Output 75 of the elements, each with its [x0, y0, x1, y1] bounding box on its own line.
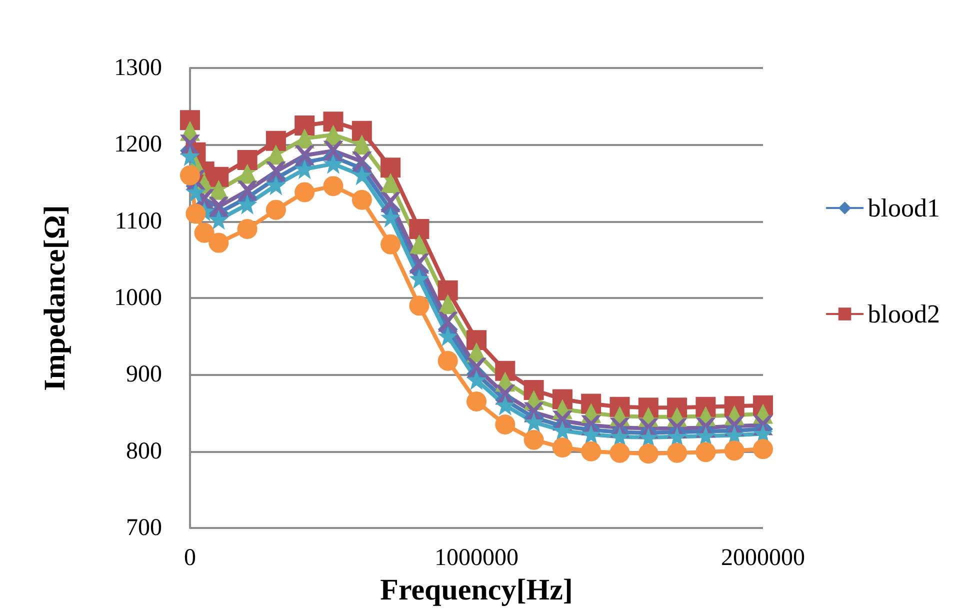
point: [237, 194, 258, 214]
point: [667, 426, 688, 447]
point: [237, 150, 258, 170]
point: [524, 412, 544, 432]
point: [495, 395, 516, 416]
point: [323, 140, 344, 161]
point: [466, 370, 486, 390]
point: [208, 166, 229, 187]
point: [352, 190, 372, 210]
point: [466, 330, 486, 350]
point: [352, 120, 372, 141]
x-tick-label: 0: [184, 545, 196, 571]
point: [294, 116, 315, 136]
point: [266, 200, 286, 220]
point: [724, 440, 744, 461]
point: [323, 112, 344, 132]
point: [294, 145, 315, 166]
point: [581, 424, 602, 444]
point: [638, 444, 658, 464]
point: [208, 210, 229, 230]
point: [352, 165, 372, 186]
y-tick-label: 800: [126, 438, 162, 464]
point: [438, 280, 458, 300]
point: [266, 130, 286, 151]
point: [323, 176, 344, 196]
point: [438, 350, 458, 371]
point: [266, 175, 286, 196]
point: [352, 152, 372, 172]
point: [438, 326, 458, 346]
point: [638, 428, 658, 448]
point: [610, 426, 630, 447]
point: [294, 182, 315, 202]
point: [581, 441, 602, 462]
x-tick-label: 1000000: [434, 545, 518, 571]
point: [186, 204, 206, 224]
point: [380, 192, 401, 212]
legend-label: blood2: [868, 300, 940, 328]
point: [524, 430, 544, 450]
point: [610, 442, 630, 463]
y-tick-label: 1300: [114, 55, 162, 81]
point: [194, 222, 214, 243]
point: [552, 438, 572, 458]
point: [208, 196, 229, 217]
point: [552, 420, 572, 441]
point: [208, 232, 229, 253]
y-tick-label: 1200: [114, 132, 162, 158]
point: [495, 414, 516, 434]
point: [438, 312, 458, 332]
point: [380, 173, 401, 193]
point: [237, 219, 258, 239]
point: [380, 234, 401, 254]
point: [409, 296, 430, 316]
point: [466, 358, 486, 378]
point: [753, 439, 773, 460]
point: [696, 426, 716, 446]
x-tick-label: 2000000: [721, 545, 805, 571]
y-tick-label: 1100: [114, 208, 162, 234]
y-tick-label: 900: [126, 362, 162, 388]
y-tick-label: 700: [126, 515, 162, 541]
point: [409, 254, 430, 274]
point: [466, 392, 486, 412]
x-axis-title: Frequency[Hz]: [380, 573, 573, 606]
legend-label: blood1: [868, 194, 940, 222]
y-axis-title: Impedance[Ω]: [38, 205, 72, 391]
point: [237, 180, 258, 201]
point: [409, 219, 430, 239]
point: [696, 442, 716, 462]
point: [380, 158, 401, 178]
point: [266, 162, 286, 182]
point: [409, 234, 430, 254]
point: [380, 208, 401, 228]
point: [667, 442, 688, 463]
y-tick-label: 1000: [114, 285, 162, 311]
point: [323, 154, 344, 174]
point: [409, 268, 430, 289]
